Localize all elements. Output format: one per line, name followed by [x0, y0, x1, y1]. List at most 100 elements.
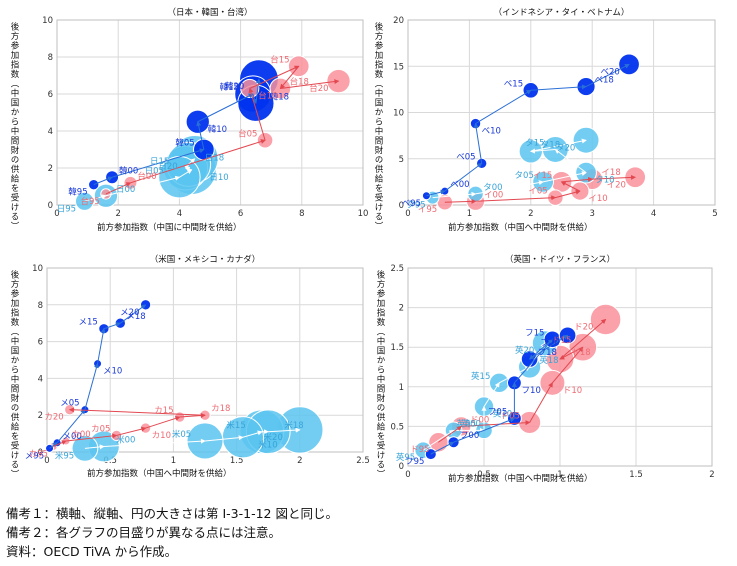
y-tick-label: 6 — [48, 90, 53, 100]
trajectory-arrow — [430, 441, 455, 455]
y-tick-label: 8 — [48, 53, 53, 63]
point-label: イ10 — [588, 194, 607, 204]
point-label: ド00 — [470, 415, 489, 425]
point-label: 台10 — [258, 90, 277, 101]
y-tick-label: 4 — [38, 374, 43, 384]
x-axis-label: 前方参加指数（中国へ中間財を供給） — [448, 222, 593, 233]
trajectory-arrow — [529, 382, 553, 423]
trajectory-arrow — [105, 175, 181, 197]
point-label: ド15 — [552, 336, 571, 346]
trajectory-arrow — [268, 427, 301, 433]
y-axis-label: 後方参加指数（中国から中間財の供給を受ける） — [9, 269, 19, 479]
point-label: タ18 — [541, 140, 560, 150]
trajectory-arrow — [552, 346, 584, 384]
trajectory-arrow — [130, 139, 266, 184]
point-label: フ18 — [538, 348, 557, 358]
trajectory-arrow — [255, 78, 261, 104]
x-tick-label: 0.5 — [477, 470, 491, 480]
x-axis-label: 前方参加指数（中国に中間財を供給） — [97, 222, 242, 233]
trajectory-arrow — [498, 366, 531, 384]
point-label: ベ18 — [594, 76, 613, 86]
point-label: 日20 — [158, 162, 177, 172]
point-label: カ20 — [44, 413, 63, 423]
panel-indonesia-thailand-vietnam: 0 5 10 15 20 0 1 2 3 4 5 （インドネシア・タイ・ベトナム） 前方参加指数（中国へ… — [373, 7, 718, 233]
x-axis-label: 前方参加指数（中国へ中間財を供給） — [448, 473, 593, 484]
trajectory-arrow — [188, 158, 196, 165]
point-label: 日05 — [145, 166, 164, 176]
point-label: 英10 — [493, 409, 512, 420]
y-tick-label: 2 — [38, 411, 43, 421]
y-axis-label: 後方参加指数（中国から中間財の供給を受ける） — [373, 21, 383, 231]
plot-frame — [56, 19, 364, 206]
trajectory-arrow — [422, 429, 455, 451]
trajectory-arrow — [475, 195, 557, 202]
point-label: メ20 — [120, 308, 139, 318]
point-label: フ00 — [460, 431, 479, 441]
point-label: タ05 — [515, 171, 534, 181]
trajectory-arrow — [145, 415, 181, 429]
trajectory-arrow — [53, 440, 67, 447]
trajectory-arrow — [279, 65, 300, 90]
trajectory-arrow — [280, 79, 340, 89]
trajectory-arrow — [561, 176, 594, 183]
trajectory-arrow — [473, 122, 483, 164]
point-label: 英95 — [396, 452, 415, 463]
trajectory-arrow — [461, 420, 531, 427]
point-label: 米20 — [264, 432, 283, 443]
point-label: 米00 — [116, 434, 135, 445]
trajectory-arrow — [68, 407, 206, 416]
y-axis-label: 後方参加指数（中国から中間財の供給を受ける） — [9, 21, 19, 231]
panel-title: （英国・ドイツ・フランス） — [505, 254, 615, 265]
y-tick-label: 20 — [393, 16, 404, 26]
note-source: 資料：OECD TiVA から作成。 — [6, 544, 178, 559]
point-label: 米10 — [258, 439, 277, 450]
trajectory-arrow — [97, 327, 106, 364]
x-tick-label: 0 — [405, 470, 410, 480]
point-label: フ10 — [522, 386, 541, 396]
y-tick-label: 2 — [399, 304, 404, 314]
note-1: 備考１：横軸、縦軸、円の大きさは第 I-3-1-12 図と同じ。 — [6, 506, 338, 521]
point-label: 台95 — [81, 196, 100, 207]
point-label: イ00 — [484, 190, 503, 200]
point-label: イ20 — [607, 180, 626, 190]
point-label: 台05 — [238, 128, 257, 139]
x-tick-label: 0 — [405, 209, 410, 219]
trajectory-arrow — [475, 89, 532, 125]
point-label: フ05 — [488, 407, 507, 417]
point-label: メ95 — [25, 451, 44, 461]
point-label: 韓15 — [220, 82, 239, 93]
x-tick-label: 4 — [177, 209, 182, 219]
trajectory-arrow — [103, 438, 206, 447]
trajectory-arrow — [196, 120, 205, 150]
x-tick-label: 4 — [651, 209, 656, 219]
point-label: ベ10 — [482, 127, 501, 137]
x-tick-label: 1.5 — [230, 456, 244, 466]
trajectory-arrow — [542, 171, 587, 183]
trajectory-arrow — [453, 417, 516, 443]
point-label: イ18 — [601, 168, 620, 178]
bubble — [139, 299, 152, 311]
x-tick-label: 2.5 — [356, 456, 370, 466]
trajectory-arrow — [444, 162, 483, 192]
panel-us-mexico-canada: 024681000.511.522.5（米国・メキシコ・カナダ）前方参加指数（中… — [9, 254, 370, 479]
point-label: ド20 — [574, 322, 593, 332]
point-label: ド18 — [571, 348, 590, 358]
point-label: 日10 — [209, 173, 228, 183]
y-tick-label: 0 — [38, 448, 43, 458]
point-label: フ95 — [405, 457, 424, 467]
point-label: ド95 — [410, 445, 429, 455]
point-label: メ05 — [60, 399, 79, 409]
trajectory-arrow — [444, 198, 477, 204]
x-tick-label: 2 — [528, 209, 533, 219]
x-tick-label: 1 — [467, 209, 472, 219]
trajectory-arrow — [84, 444, 105, 450]
point-label: タ10 — [595, 176, 614, 186]
panel-title: （日本・韓国・台湾） — [167, 7, 252, 18]
trajectory-arrow — [585, 63, 630, 88]
point-label: タ20 — [556, 143, 575, 153]
x-tick-label: 10 — [358, 209, 369, 219]
trajectory-arrow — [554, 148, 587, 174]
point-label: フ15 — [525, 328, 544, 338]
x-tick-label: 1.5 — [629, 470, 643, 480]
